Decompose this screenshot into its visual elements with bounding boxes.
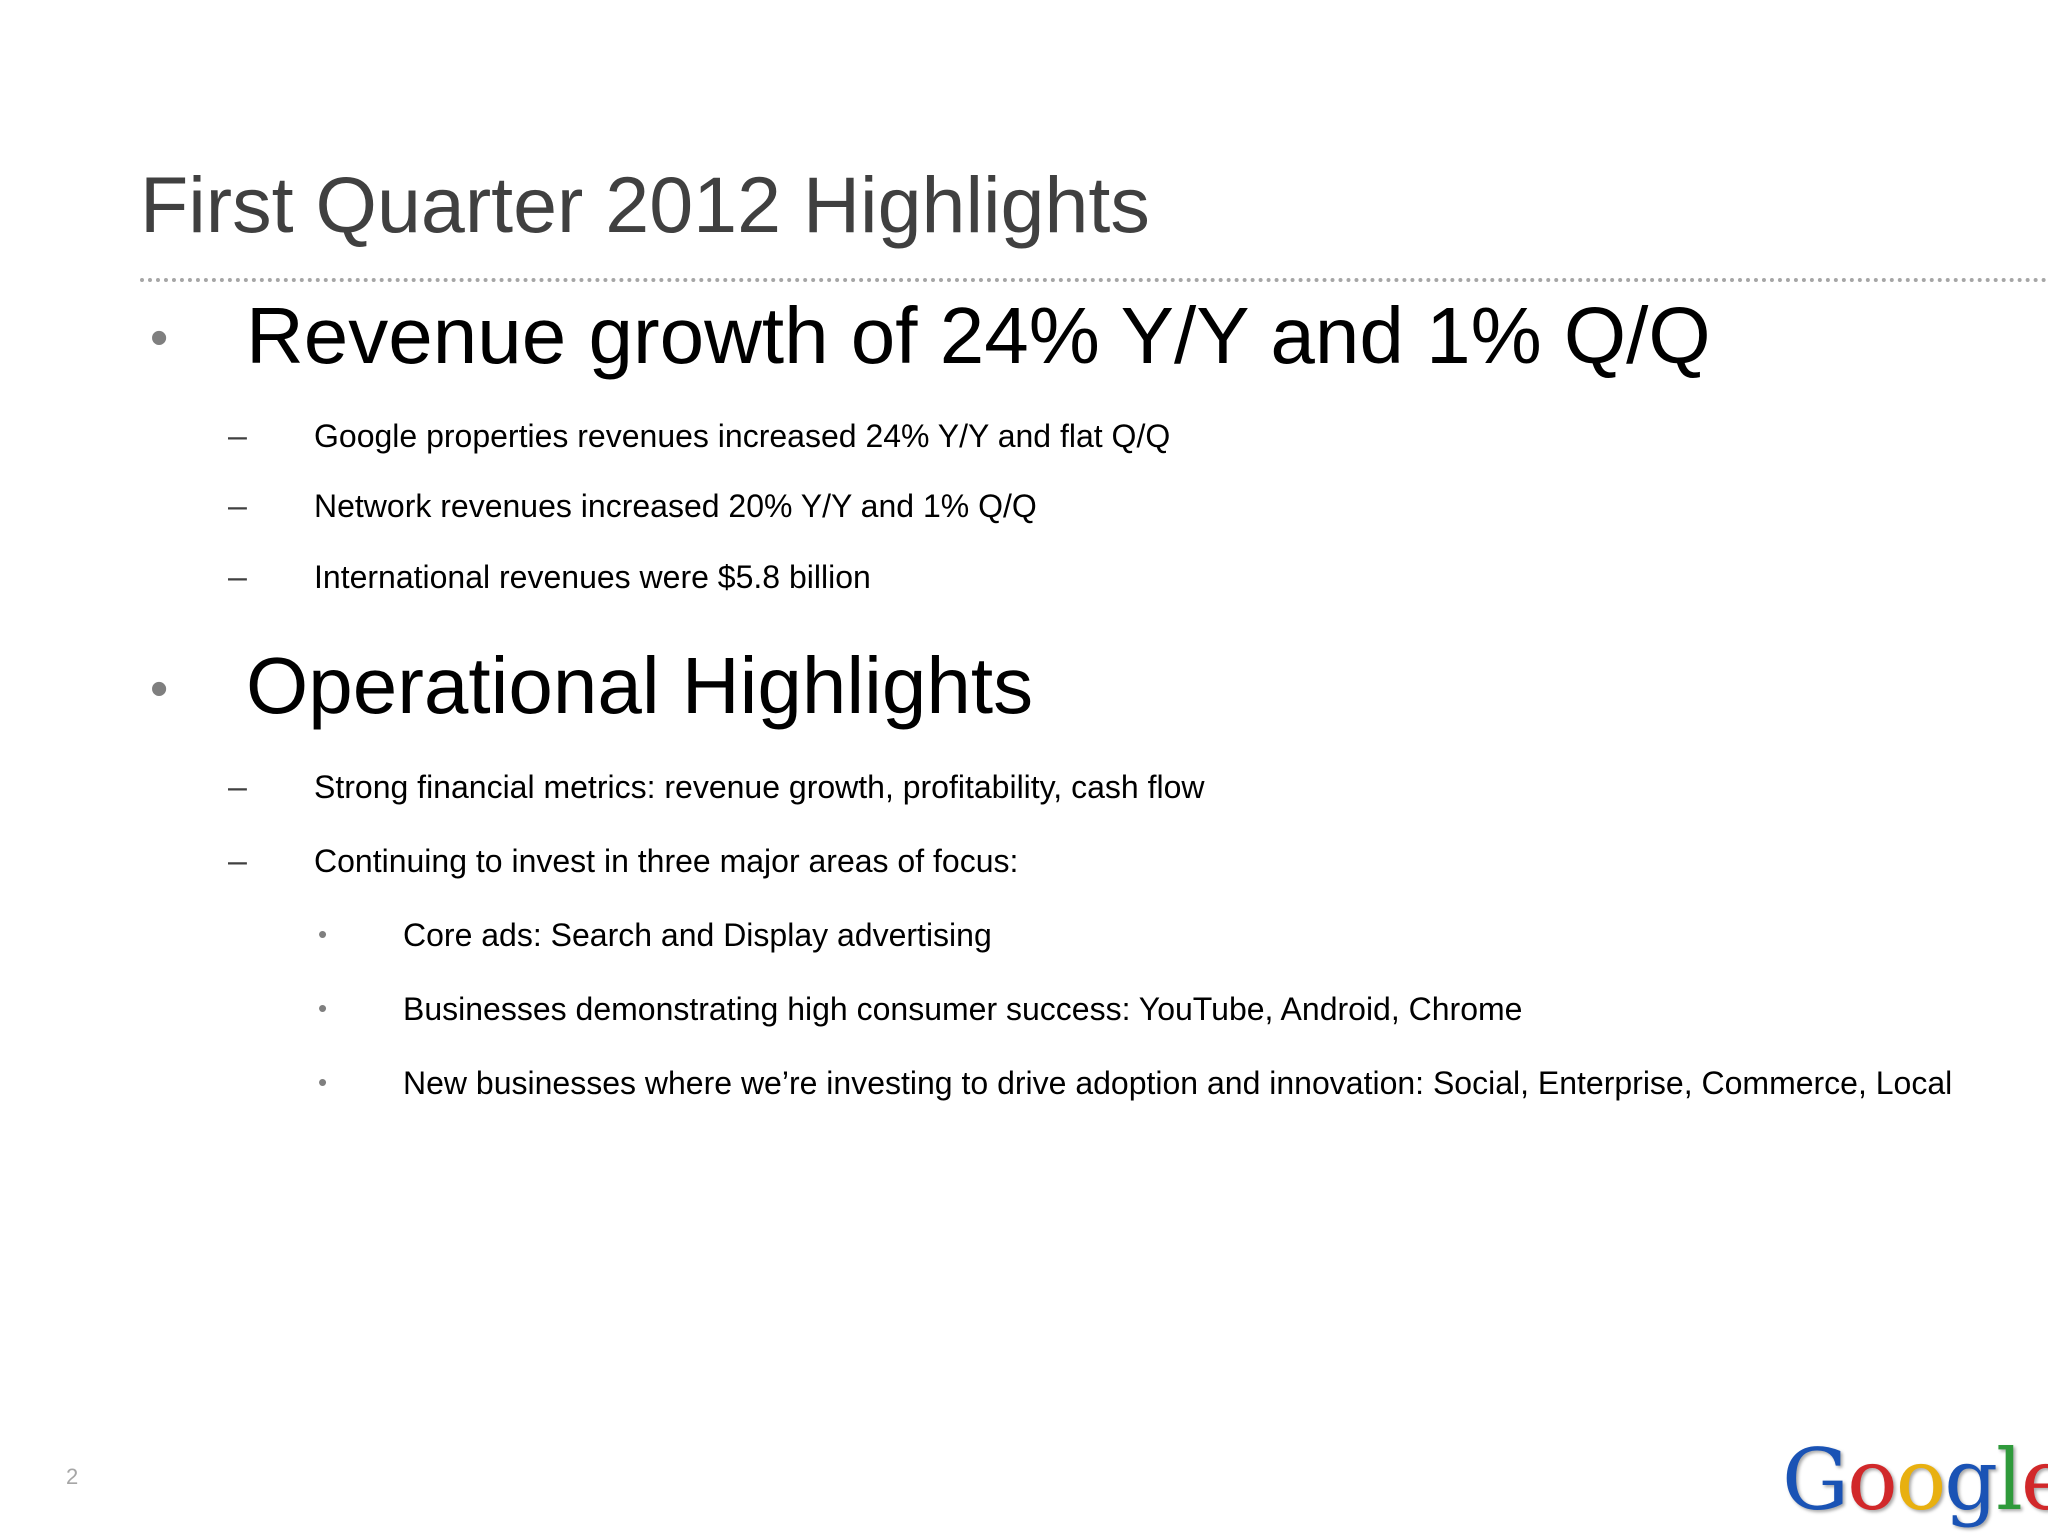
list-item: Network revenues increased 20% Y/Y and 1… [314,488,1037,524]
bullet-icon: • [318,1067,328,1097]
bullet-icon: • [150,660,169,718]
bullet-icon: • [150,309,169,367]
logo-letter: l [1996,1431,2023,1529]
bullet-icon: • [318,919,328,949]
bullet-icon: • [318,993,328,1023]
list-item: Google properties revenues increased 24%… [314,418,1171,454]
page-number: 2 [66,1464,79,1489]
dash-icon: – [228,487,247,525]
list-item: Strong financial metrics: revenue growth… [314,769,1205,805]
dash-icon: – [228,417,247,455]
list-subitem: New businesses where we’re investing to … [403,1065,1953,1101]
list-subitem: Businesses demonstrating high consumer s… [403,991,1523,1027]
logo-letter: g [1944,1431,1998,1529]
logo-letter: o [1847,1431,1898,1529]
title-divider [140,278,2048,282]
logo-letter: o [1895,1431,1947,1529]
google-logo: Google [1782,1430,2048,1530]
dash-icon: – [228,842,247,880]
dash-icon: – [228,768,247,806]
logo-letter: e [2020,1431,2048,1529]
section-heading-operational: Operational Highlights [246,641,1034,730]
slide-title: First Quarter 2012 Highlights [140,160,1150,249]
section-heading-revenue: Revenue growth of 24% Y/Y and 1% Q/Q [246,291,1711,380]
dash-icon: – [228,558,247,596]
list-subitem: Core ads: Search and Display advertising [403,917,992,953]
logo-letter: G [1782,1431,1849,1529]
list-item: Continuing to invest in three major area… [314,843,1019,879]
list-item: International revenues were $5.8 billion [314,559,871,595]
